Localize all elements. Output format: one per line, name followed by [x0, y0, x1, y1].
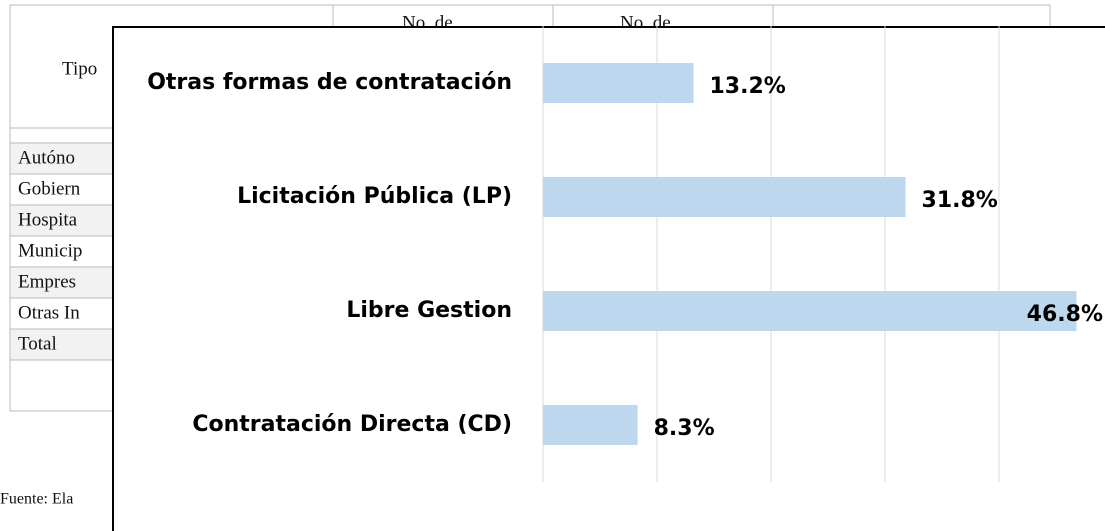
category-label: Contratación Directa (CD)	[192, 412, 512, 437]
row-label: Total	[18, 333, 57, 354]
row-label: Municip	[18, 240, 82, 261]
row-label: Empres	[18, 271, 76, 292]
data-label: 31.8%	[922, 188, 998, 213]
data-label: 13.2%	[709, 74, 785, 99]
bar	[543, 177, 906, 217]
bar	[543, 63, 694, 103]
chart-frame	[112, 26, 1105, 531]
category-label: Libre Gestion	[346, 298, 512, 323]
row-label: Otras In	[18, 302, 80, 323]
category-label: Otras formas de contratación	[147, 70, 512, 95]
bar	[543, 291, 1077, 331]
source-note: Fuente: Ela	[0, 491, 73, 508]
header-cell: Tipo	[62, 58, 97, 79]
category-label: Licitación Pública (LP)	[237, 184, 512, 209]
bar	[543, 405, 638, 445]
data-label: 8.3%	[654, 416, 715, 441]
data-label: 46.8%	[1027, 302, 1103, 327]
row-label: Autóno	[18, 147, 75, 168]
chart: Otras formas de contratación 13.2% Licitac…	[147, 26, 1103, 482]
row-label: Hospita	[18, 209, 78, 230]
row-label: Gobiern	[18, 178, 81, 199]
